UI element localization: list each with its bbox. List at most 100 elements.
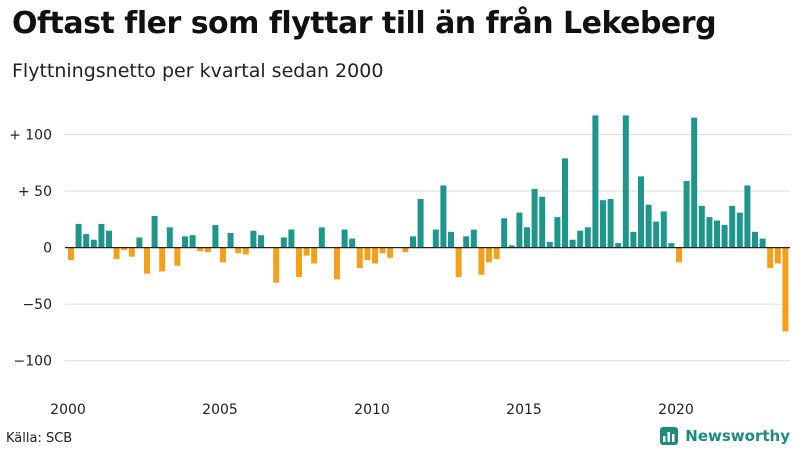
bar [478,247,485,275]
bar [539,196,546,248]
brand-logo: Newsworthy [659,426,790,446]
bar [166,227,173,248]
chart-subtitle: Flyttningsnetto per kvartal sedan 2000 [12,60,384,82]
bar [729,205,736,248]
bar [121,247,128,250]
x-tick-label: 2005 [202,402,238,418]
bar [744,185,751,248]
bar [592,115,599,248]
bar [90,239,97,248]
bar [311,247,318,264]
newsworthy-logo-icon [660,427,679,445]
bar [706,217,713,248]
y-tick-label: −100 [14,354,52,370]
bar [584,227,591,248]
bar [508,245,515,248]
bar [75,223,82,248]
bar [303,247,310,256]
y-tick-label: + 100 [9,128,52,144]
bar [645,204,652,248]
bar [227,232,234,248]
bar [113,247,120,259]
bar [600,200,606,248]
bar [638,176,644,248]
y-tick-label: −50 [22,297,52,313]
bar [159,247,166,272]
source-note: Källa: SCB [6,431,73,446]
bar [235,247,242,254]
bar [691,117,698,248]
bar [349,238,356,248]
gridlines [65,134,790,362]
bar [721,225,728,248]
bar [448,231,454,248]
bar [174,247,181,266]
bar [258,235,264,248]
bar [516,212,523,248]
bar [288,229,295,248]
x-tick-label: 2015 [506,402,542,418]
bar [736,212,743,248]
bar [296,247,302,278]
bar [98,223,105,248]
bar [189,235,196,248]
bar [668,243,675,248]
bar [372,247,378,264]
bar [676,247,682,263]
y-axis-labels: + 100 + 50 0 −50 −100 [9,128,52,370]
bar [759,238,766,248]
bar [470,229,477,248]
bar [280,237,287,248]
bar [531,188,538,248]
bar [106,230,112,248]
x-axis-labels: 2000 2005 2010 2015 2020 [50,402,694,418]
bar [341,229,348,248]
bar [607,199,614,248]
y-tick-label: 0 [43,241,52,257]
x-tick-label: 2000 [50,402,86,418]
x-tick-label: 2020 [658,402,694,418]
bar [379,247,386,254]
bar [782,247,789,332]
bar [698,205,705,248]
bar [653,221,660,248]
bar [242,247,249,255]
bar [318,227,325,248]
bar [68,247,74,261]
brand-name: Newsworthy [685,427,790,445]
bar [767,247,774,268]
bars [65,115,790,332]
bar [250,230,257,248]
bar [486,247,492,263]
bar [546,242,553,248]
bar [493,247,500,259]
bar [402,247,409,253]
bar [334,247,340,280]
bar [364,247,371,261]
bar [577,230,584,248]
bar [615,243,622,248]
bar [197,247,204,252]
bar [182,236,188,248]
bar [569,239,576,248]
bar [463,236,470,248]
bar [630,231,637,248]
bar [562,158,568,248]
bar [714,220,720,248]
bar [432,229,439,248]
bar [554,217,561,248]
bar [128,247,135,257]
bar [524,227,530,248]
bar [660,211,667,248]
bar [774,247,781,264]
bar [204,247,211,253]
bar [220,247,226,263]
bar [356,247,363,268]
bar [455,247,462,278]
y-tick-label: + 50 [18,184,52,200]
bar [501,218,508,248]
bar [144,247,150,274]
chart-title: Oftast fler som flyttar till än från Lek… [12,6,717,41]
bar [683,180,690,248]
